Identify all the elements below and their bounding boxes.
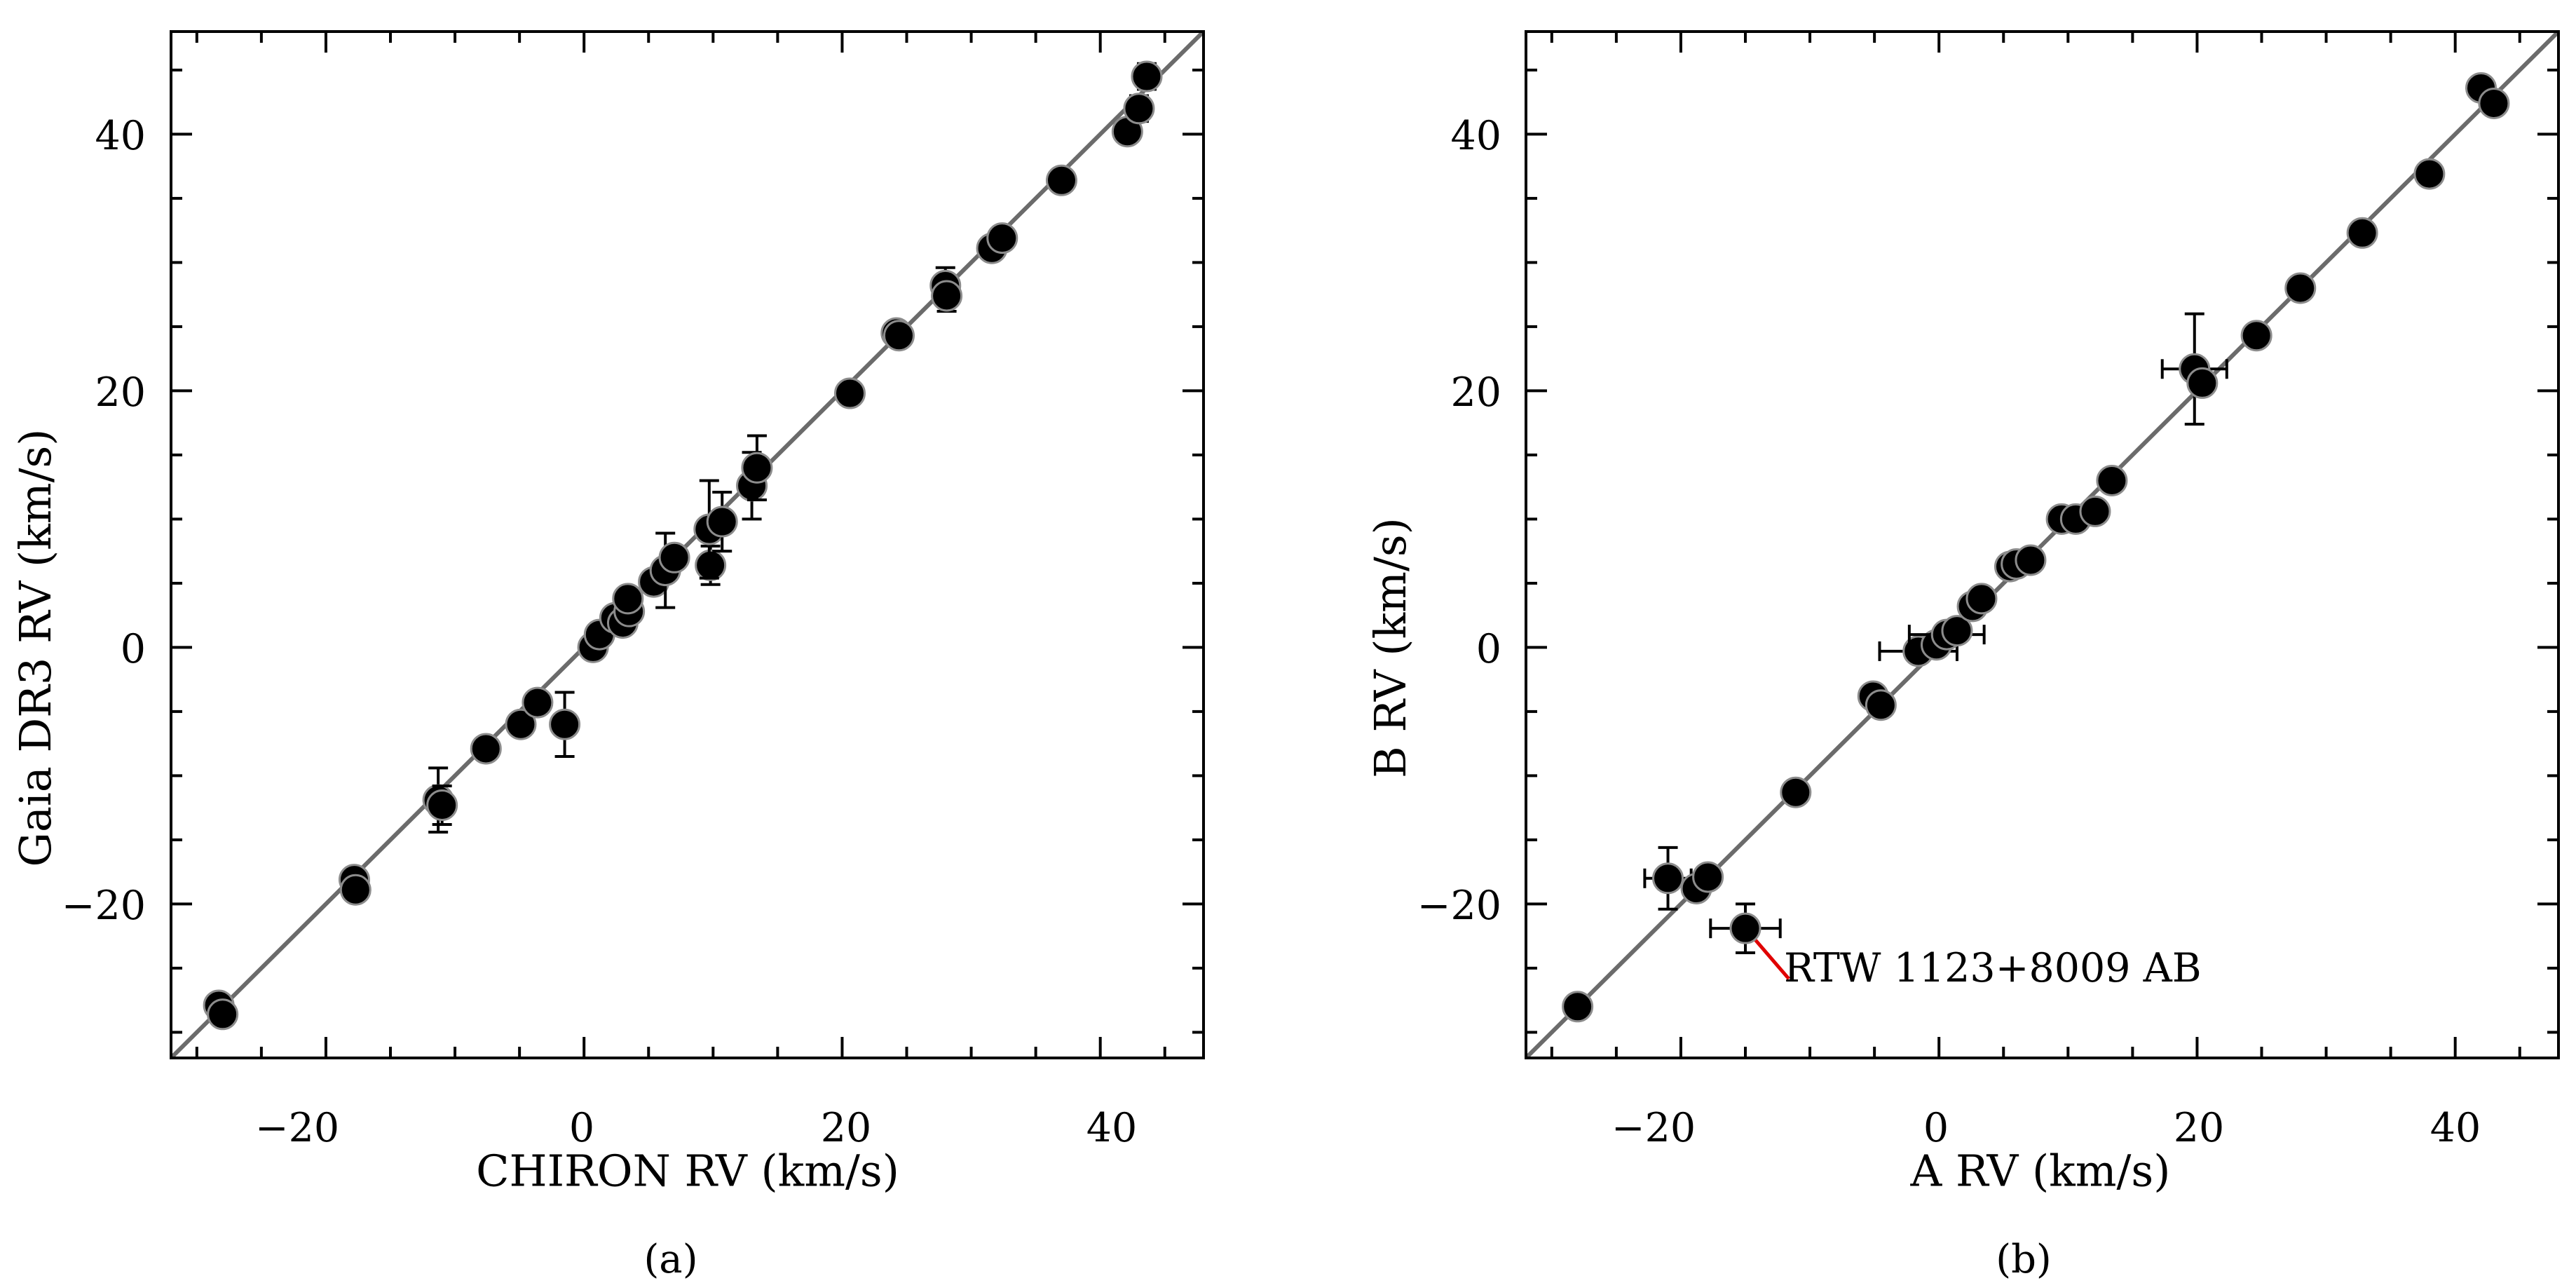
panel-a-data-point [612, 583, 644, 615]
panel-b-annotation-label: RTW 1123+8009 AB [1784, 945, 2202, 991]
panel-b-data-point [1729, 912, 1761, 944]
panel-b-data-point [1965, 583, 1998, 615]
panel-b-data-point [2478, 87, 2510, 119]
panel-a-xtick-label: 20 [821, 1105, 872, 1151]
panel-a-data-point [741, 452, 773, 484]
panel-a-ytick-label: 0 [121, 626, 146, 672]
panel-b-reference-line [1524, 29, 2561, 1060]
panel-b-data-point [1941, 615, 1973, 647]
panel-a-data-point [931, 280, 963, 312]
panel-b-y-axis-label: B RV (km/s) [1365, 517, 1416, 778]
panel-b-ytick-label: 0 [1476, 626, 1501, 672]
panel-b-data-point [2284, 272, 2317, 304]
panel-a-data-point [658, 541, 690, 573]
panel-b-data-point [1652, 862, 1684, 895]
panel-b-data-point [1692, 861, 1724, 893]
panel-a-data-point [522, 686, 554, 719]
panel-b-ytick-label: 20 [1450, 369, 1501, 416]
panel-b-data-point [1780, 776, 1812, 808]
panel-b-axes-frame [1525, 30, 2560, 1059]
panel-b-data-point [2413, 158, 2446, 190]
panel-a-caption: (a) [643, 1237, 697, 1282]
panel-a-data-point [505, 708, 537, 740]
panel-b-data-point [1562, 991, 1594, 1023]
panel-b-xtick-label: 20 [2174, 1105, 2225, 1151]
panel-a-ytick-label: 40 [95, 113, 146, 159]
panel-a: −20 0 20 40 −20 0 20 40 CHIRON RV (km/s)… [10, 29, 1206, 1282]
panel-b-data-point [2240, 320, 2272, 352]
panel-a-xtick-label: 0 [569, 1105, 594, 1151]
panel-b-xtick-label: −20 [1611, 1105, 1696, 1151]
panel-a-plot-area [169, 29, 1206, 1060]
panel-a-data-point [706, 505, 738, 538]
panel-a-data-point [1045, 164, 1077, 196]
panel-b-data-point [1865, 689, 1897, 721]
panel-a-x-axis-label: CHIRON RV (km/s) [476, 1145, 899, 1196]
panel-a-data-point [1123, 93, 1155, 125]
panel-a-ytick-label: 20 [95, 369, 146, 416]
panel-b-xtick-label: 0 [1923, 1105, 1949, 1151]
panel-a-y-axis-label: Gaia DR3 RV (km/s) [10, 429, 61, 867]
panel-a-ytick-label: −20 [62, 883, 146, 929]
panel-a-data-point [833, 377, 866, 409]
panel-a-data-point [1131, 60, 1163, 93]
panel-b: −20 0 20 40 −20 0 20 40 A RV (km/s) B RV… [1365, 29, 2561, 1282]
panel-b-xtick-label: 40 [2430, 1105, 2481, 1151]
panel-b-plot-area [1524, 29, 2561, 1060]
panel-a-axes-frame [170, 30, 1205, 1059]
panel-a-data-point [207, 998, 239, 1031]
panel-a-data-point [986, 222, 1018, 254]
panel-b-data-point [2346, 217, 2378, 249]
panel-a-xtick-label: −20 [255, 1105, 339, 1151]
panel-a-data-point [549, 708, 581, 740]
panel-b-caption: (b) [1996, 1237, 2052, 1282]
panel-b-data-point [2186, 367, 2219, 399]
panel-b-ytick-label: −20 [1417, 883, 1501, 929]
panel-b-ytick-label: 40 [1450, 113, 1501, 159]
panel-a-data-point [882, 320, 915, 352]
panel-b-data-point [2015, 544, 2047, 576]
panel-a-xtick-label: 40 [1086, 1105, 1138, 1151]
panel-a-data-point [339, 874, 372, 906]
panel-b-data-point [2096, 465, 2128, 496]
panel-b-x-axis-label: A RV (km/s) [1910, 1145, 2171, 1196]
panel-a-data-point [426, 789, 458, 821]
panel-b-data-point [2079, 495, 2111, 527]
panel-a-data-point [470, 733, 502, 765]
